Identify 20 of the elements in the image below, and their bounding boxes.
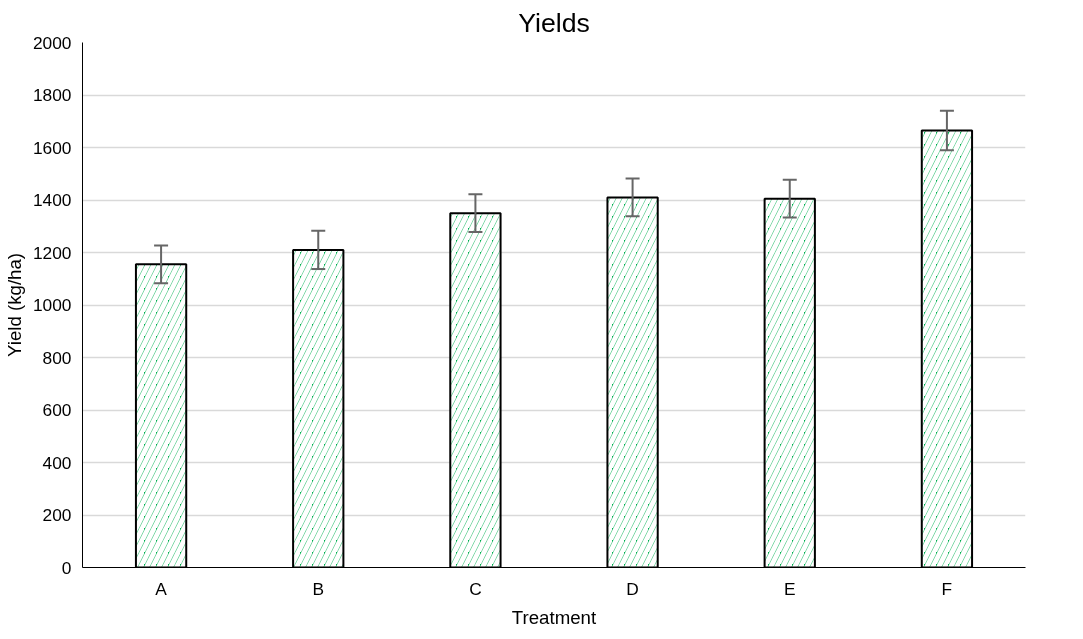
y-tick-label: 400 [42, 452, 72, 473]
y-tick-label: 200 [42, 505, 72, 525]
y-tick-label: 600 [42, 400, 72, 420]
y-tick-label: 2000 [32, 32, 72, 53]
chart-title: Yields [518, 7, 590, 38]
y-axis-title: Yield (kg/ha) [3, 252, 25, 358]
y-tick-label: 0 [61, 557, 72, 578]
y-tick-label: 1200 [32, 242, 72, 263]
y-tick-label: 1000 [32, 295, 72, 315]
x-tick-label: F [941, 578, 953, 599]
y-tick-label: 800 [42, 347, 72, 368]
x-tick-label: A [155, 578, 168, 599]
x-tick-label: D [626, 578, 639, 599]
x-tick-label: C [469, 578, 482, 599]
x-tick-label: B [312, 578, 325, 599]
x-tick-label: E [783, 578, 796, 599]
y-tick-label: 1800 [32, 85, 72, 105]
y-tick-label: 1400 [32, 190, 72, 210]
y-tick-label: 1600 [32, 137, 72, 158]
x-axis-title: Treatment [511, 606, 597, 628]
